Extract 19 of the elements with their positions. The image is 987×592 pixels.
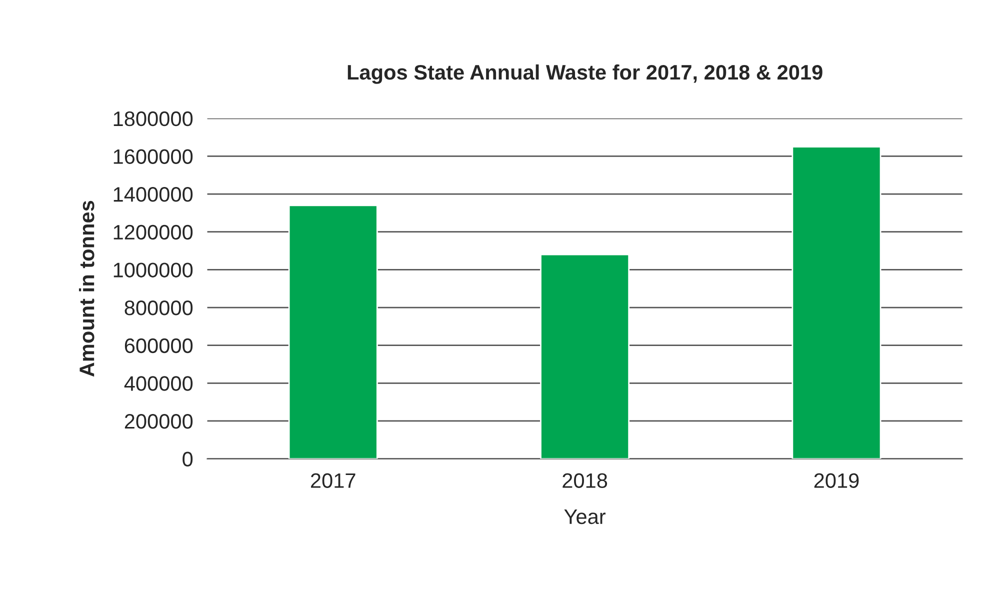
y-tick-label: 1400000: [114, 187, 193, 202]
y-tick-label: 1000000: [114, 262, 193, 278]
x-tick-label: 2019: [814, 473, 859, 488]
y-tick-label: 400000: [124, 376, 193, 391]
y-tick-label: 800000: [124, 300, 193, 316]
x-axis-title: Year: [564, 510, 606, 524]
bar: [792, 146, 882, 459]
y-tick-label: 0: [182, 452, 193, 467]
bar: [540, 254, 630, 459]
y-tick-label: 1600000: [114, 149, 193, 164]
y-tick-label: 1200000: [114, 224, 193, 240]
y-tick-label: 600000: [124, 338, 193, 354]
y-axis-title: Amount in tonnes: [78, 200, 94, 377]
y-tick-label: 1800000: [114, 111, 193, 126]
chart-title: Lagos State Annual Waste for 2017, 2018 & 2019: [348, 64, 822, 84]
x-tick-label: 2018: [562, 473, 608, 488]
x-tick-label: 2017: [310, 473, 356, 488]
y-tick-label: 200000: [124, 414, 193, 429]
bar: [288, 204, 378, 459]
